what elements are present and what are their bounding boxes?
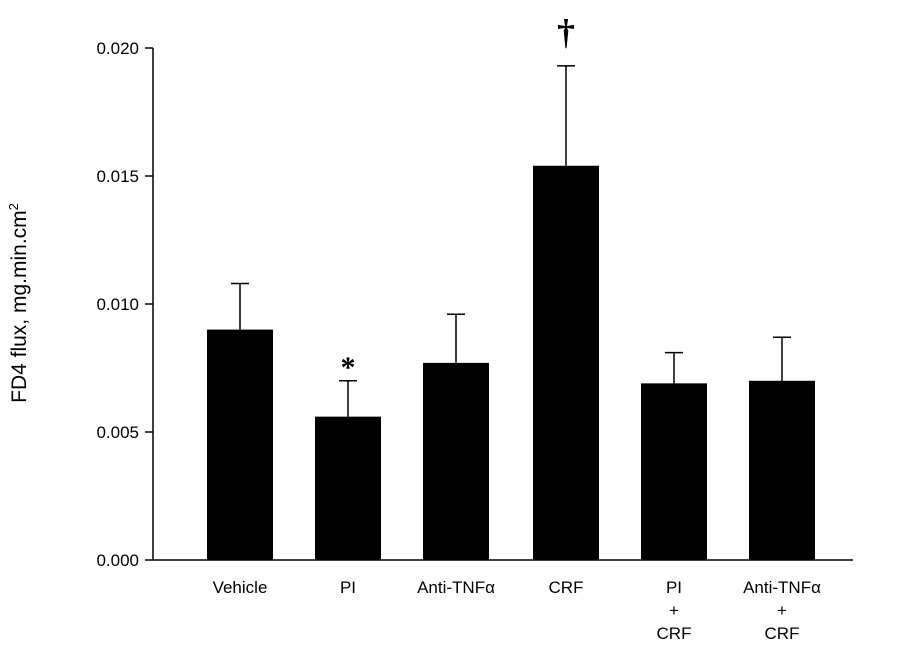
x-category-label: Anti-TNFα bbox=[417, 578, 495, 597]
bar bbox=[533, 165, 599, 560]
y-axis-title-text: FD4 flux, mg.min.cm bbox=[8, 210, 31, 403]
y-ticks-group: 0.000 0.005 0.010 0.015 0.020 bbox=[96, 39, 153, 570]
bar bbox=[315, 416, 381, 560]
x-category-label: CRF bbox=[765, 624, 800, 643]
x-category-label: CRF bbox=[549, 578, 584, 597]
y-tick-label: 0.010 bbox=[96, 295, 139, 314]
error-bars-group bbox=[231, 65, 791, 417]
bar bbox=[423, 362, 489, 560]
y-tick-label: 0.000 bbox=[96, 551, 139, 570]
annotations-group: *† bbox=[341, 12, 576, 384]
bar bbox=[749, 380, 815, 560]
bar bbox=[207, 329, 273, 560]
y-tick-label: 0.005 bbox=[96, 423, 139, 442]
significance-dagger: † bbox=[557, 12, 575, 52]
y-tick-label: 0.015 bbox=[96, 167, 139, 186]
significance-asterisk: * bbox=[341, 351, 356, 384]
x-category-label: Vehicle bbox=[213, 578, 268, 597]
y-axis-title-superscript: 2 bbox=[6, 203, 21, 210]
x-category-label: + bbox=[669, 601, 679, 620]
bars-group bbox=[207, 165, 815, 560]
bar bbox=[641, 383, 707, 560]
x-category-label: PI bbox=[340, 578, 356, 597]
x-category-label: + bbox=[777, 601, 787, 620]
y-axis-title: FD4 flux, mg.min.cm2 bbox=[6, 203, 31, 403]
x-labels-group: Vehicle PI Anti-TNFα CRF PI + CRF Anti-TNFα + CRF bbox=[213, 578, 822, 643]
x-category-label: CRF bbox=[657, 624, 692, 643]
x-category-label: Anti-TNFα bbox=[743, 578, 821, 597]
x-category-label: PI bbox=[666, 578, 682, 597]
y-tick-label: 0.020 bbox=[96, 39, 139, 58]
